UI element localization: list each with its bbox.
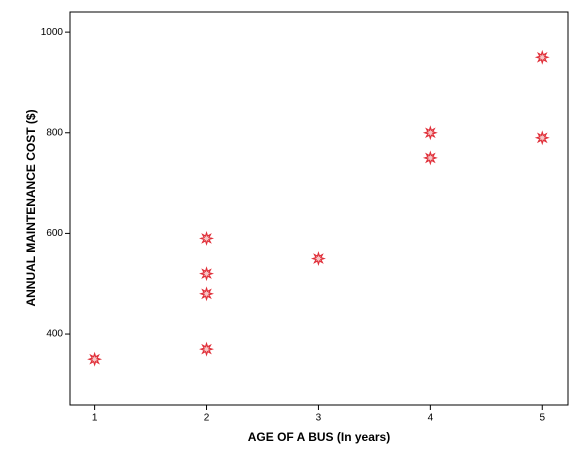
y-axis-title: ANNUAL MAINTENANCE COST ($) (24, 109, 38, 306)
point (199, 230, 214, 246)
y-tick-label: 800 (46, 127, 63, 138)
y-tick-label: 600 (46, 228, 63, 239)
x-tick-label: 2 (204, 413, 210, 424)
point (534, 130, 550, 146)
plot-area (69, 11, 569, 406)
x-tick-label: 1 (92, 413, 98, 424)
point (534, 49, 550, 65)
x-tick-label: 4 (428, 413, 434, 424)
point (422, 125, 438, 141)
point (199, 341, 214, 357)
y-tick-label: 1000 (41, 27, 64, 38)
x-tick-label: 3 (316, 413, 322, 424)
x-axis-title: AGE OF A BUS (In years) (248, 430, 390, 444)
point (310, 251, 326, 267)
point (87, 351, 103, 367)
point (199, 266, 214, 282)
y-tick-label: 400 (46, 329, 63, 340)
x-tick-label: 5 (539, 413, 545, 424)
point (199, 286, 214, 302)
point (422, 150, 438, 166)
